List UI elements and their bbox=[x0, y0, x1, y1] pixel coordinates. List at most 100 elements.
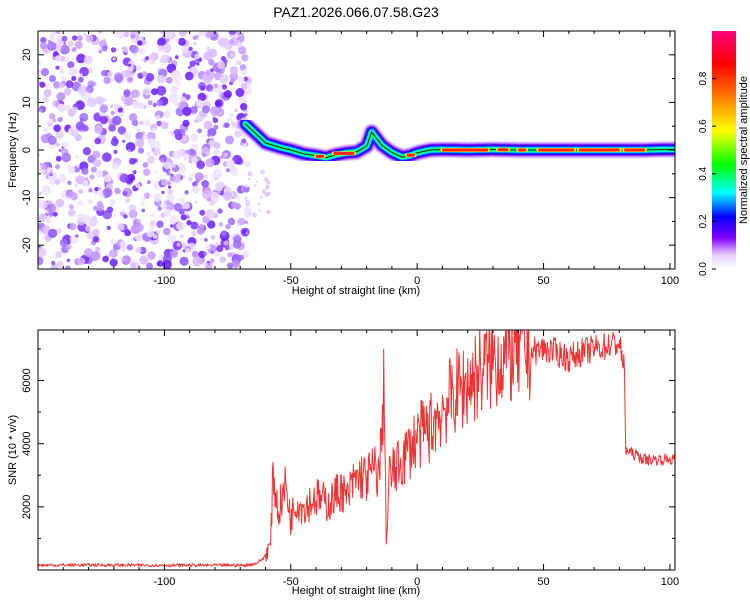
noise-blob bbox=[38, 229, 42, 235]
noise-blob bbox=[159, 58, 165, 64]
noise-blob bbox=[68, 67, 78, 76]
noise-blob bbox=[204, 31, 215, 39]
noise-blob bbox=[186, 215, 190, 219]
noise-blob-sparse bbox=[255, 180, 258, 183]
noise-blob bbox=[245, 231, 249, 235]
noise-blob bbox=[156, 120, 162, 127]
noise-blob bbox=[219, 256, 226, 263]
snr-y-axis-label: SNR (10 * v/v) bbox=[7, 415, 19, 485]
snr-y-tick-label: 4000 bbox=[21, 431, 33, 455]
noise-blob-sparse bbox=[257, 203, 261, 206]
noise-blob bbox=[221, 84, 228, 90]
noise-blob bbox=[102, 152, 112, 162]
noise-blob bbox=[186, 220, 192, 226]
noise-blob bbox=[38, 69, 41, 73]
noise-blob bbox=[182, 175, 186, 179]
noise-blob bbox=[166, 171, 171, 176]
noise-blob bbox=[38, 247, 47, 258]
spectrogram-x-tick-label: -100 bbox=[153, 275, 175, 287]
noise-blob bbox=[139, 121, 144, 126]
noise-blob bbox=[167, 181, 172, 185]
noise-blob bbox=[202, 189, 212, 200]
noise-blob bbox=[157, 45, 164, 52]
noise-blob bbox=[231, 259, 240, 268]
noise-blob bbox=[87, 199, 93, 205]
noise-blob bbox=[79, 73, 83, 77]
noise-blob bbox=[122, 255, 132, 265]
noise-blob bbox=[76, 53, 86, 64]
noise-blob bbox=[242, 251, 249, 258]
noise-blob bbox=[96, 203, 105, 212]
noise-blob bbox=[125, 142, 136, 152]
noise-blob bbox=[63, 56, 70, 62]
noise-blob bbox=[170, 85, 179, 94]
noise-blob bbox=[231, 201, 238, 209]
noise-blob bbox=[75, 175, 85, 185]
noise-blob bbox=[192, 256, 203, 267]
noise-blob bbox=[141, 131, 145, 135]
noise-blob bbox=[208, 59, 215, 66]
noise-blob bbox=[228, 31, 237, 36]
noise-blob bbox=[117, 107, 123, 113]
noise-blob bbox=[236, 223, 240, 227]
noise-blob bbox=[151, 213, 155, 218]
noise-blob bbox=[58, 148, 62, 152]
noise-blob bbox=[38, 59, 42, 66]
noise-blob bbox=[103, 76, 111, 84]
noise-blob bbox=[224, 245, 230, 251]
colorbar-label: Normalized spectral amplitude bbox=[738, 76, 750, 224]
noise-blob bbox=[196, 62, 200, 66]
noise-blob bbox=[178, 31, 188, 37]
noise-blob bbox=[213, 142, 221, 149]
noise-blob bbox=[54, 251, 63, 259]
snr-plot-frame bbox=[37, 329, 676, 571]
noise-blob bbox=[171, 70, 181, 80]
noise-blob-sparse bbox=[249, 212, 252, 215]
noise-blob bbox=[113, 149, 118, 154]
noise-blob bbox=[150, 220, 156, 226]
noise-blob bbox=[163, 161, 172, 170]
noise-blob bbox=[82, 147, 91, 156]
noise-blob bbox=[93, 256, 97, 260]
spectrogram-y-tick-label: -10 bbox=[21, 190, 33, 206]
noise-blob bbox=[190, 105, 198, 114]
noise-blob bbox=[94, 137, 101, 145]
noise-blob bbox=[161, 178, 168, 186]
noise-blob bbox=[68, 130, 73, 135]
noise-blob bbox=[92, 228, 100, 236]
noise-blob bbox=[111, 162, 119, 170]
signal-ridge bbox=[237, 115, 675, 166]
snr-y-tick-label: 2000 bbox=[21, 495, 33, 519]
noise-blob bbox=[47, 41, 57, 51]
noise-blob bbox=[187, 148, 196, 156]
noise-blob bbox=[74, 184, 78, 187]
noise-blob bbox=[128, 63, 132, 67]
noise-blob bbox=[237, 217, 246, 226]
noise-blob bbox=[175, 38, 179, 43]
noise-blob bbox=[123, 104, 127, 108]
noise-blob bbox=[169, 215, 178, 224]
noise-blob bbox=[223, 90, 232, 99]
noise-blob bbox=[232, 154, 243, 165]
noise-blob bbox=[95, 96, 105, 106]
noise-blob bbox=[145, 72, 155, 82]
noise-blob bbox=[116, 222, 125, 231]
noise-blob-sparse bbox=[245, 184, 249, 188]
noise-blob bbox=[209, 258, 215, 264]
noise-blob bbox=[207, 220, 216, 229]
noise-blob bbox=[65, 234, 70, 239]
noise-blob bbox=[170, 224, 174, 228]
noise-blob bbox=[182, 106, 192, 116]
noise-blob bbox=[76, 165, 80, 168]
noise-blob bbox=[58, 116, 64, 122]
noise-blob bbox=[190, 173, 195, 177]
noise-blob bbox=[97, 31, 103, 34]
noise-blob bbox=[38, 199, 48, 210]
noise-blob bbox=[162, 43, 172, 54]
noise-blob bbox=[46, 203, 57, 213]
noise-blob bbox=[210, 192, 219, 201]
noise-blob bbox=[48, 228, 58, 238]
noise-blob bbox=[123, 31, 130, 38]
snr-x-tick-label: -100 bbox=[153, 576, 175, 588]
